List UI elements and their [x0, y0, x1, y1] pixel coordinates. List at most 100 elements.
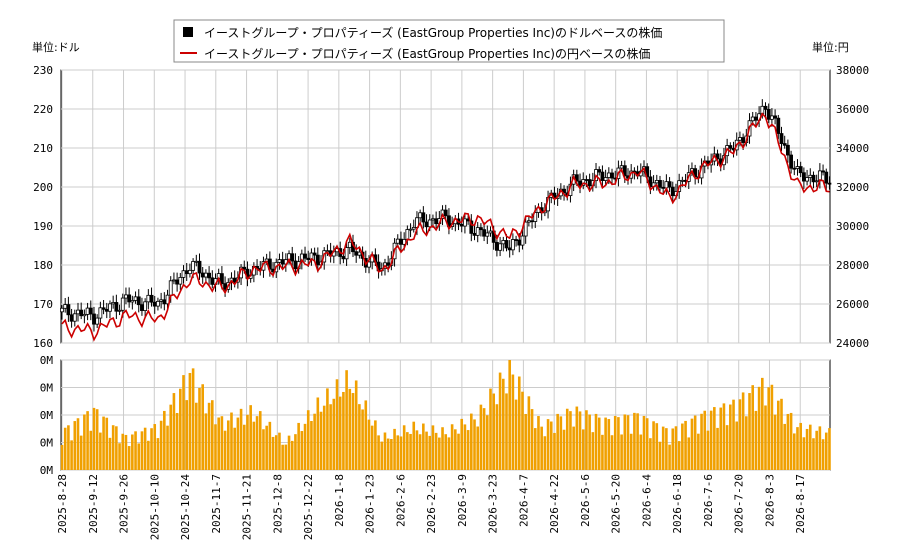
volume-bar	[812, 438, 815, 470]
candle-body	[661, 186, 666, 189]
candle-body	[443, 209, 448, 217]
candle-body	[754, 116, 758, 121]
x-tick-label: 2026-4-7	[517, 474, 530, 527]
candle-body	[770, 115, 774, 120]
volume-bar	[700, 413, 703, 470]
volume-bar	[406, 432, 409, 470]
left-tick-label: 190	[33, 220, 53, 233]
volume-bar	[761, 377, 764, 470]
volume-bar	[601, 434, 604, 470]
volume-bar	[668, 444, 671, 470]
volume-bar	[393, 428, 396, 470]
candle-body	[584, 179, 589, 181]
volume-bar	[255, 416, 259, 470]
volume-bar	[543, 436, 547, 470]
volume-bar	[76, 418, 80, 470]
x-tick-label: 2025-10-24	[179, 474, 192, 541]
volume-bar	[808, 424, 812, 470]
candle-body	[741, 137, 746, 144]
volume-bar	[242, 424, 246, 470]
volume-bar	[191, 368, 195, 470]
candle-body	[72, 313, 77, 322]
volume-bar	[188, 372, 192, 470]
volume-bar	[390, 439, 393, 470]
candle-body	[267, 258, 272, 270]
x-tick-label: 2026-8-17	[794, 474, 807, 534]
volume-panel: 0M 0M 0M 0M 0M	[40, 354, 831, 477]
candle-body	[658, 180, 662, 188]
volume-bar	[492, 393, 495, 470]
candle-body	[827, 182, 832, 185]
volume-bar	[127, 446, 131, 470]
volume-bar	[230, 412, 233, 470]
candle-body	[162, 299, 167, 305]
candle-body	[418, 212, 423, 219]
legend-jpy-label: イーストグループ・プロパティーズ (EastGroup Properties I…	[204, 46, 650, 61]
candle-body	[188, 269, 192, 275]
volume-bar	[422, 423, 425, 470]
candle-body	[175, 279, 180, 285]
right-tick-label: 26000	[836, 298, 869, 311]
volume-bar	[271, 436, 275, 470]
volume-bar	[60, 444, 64, 470]
volume-bar	[290, 440, 294, 470]
volume-bar	[460, 418, 464, 470]
volume-bar	[617, 417, 620, 470]
volume-bar	[581, 429, 585, 470]
candle-body	[181, 270, 186, 278]
candle-body	[600, 171, 605, 181]
volume-bar	[338, 396, 342, 470]
volume-bar	[265, 425, 268, 470]
volume-bar	[441, 427, 444, 470]
volume-bar	[217, 417, 220, 470]
volume-bar	[447, 437, 451, 470]
candle-body	[293, 260, 298, 270]
candle-body	[124, 294, 128, 299]
candle-body	[69, 314, 74, 322]
volume-bar	[105, 417, 109, 470]
candle-body	[789, 154, 793, 169]
volume-bar	[386, 438, 390, 470]
candle-body	[808, 174, 813, 178]
volume-bar	[556, 413, 559, 470]
volume-bar	[729, 404, 732, 470]
candle-body	[504, 240, 509, 249]
candle-body	[824, 171, 829, 184]
candle-body	[738, 137, 742, 141]
candle-body	[277, 259, 282, 263]
candle-body	[79, 309, 84, 317]
volume-bar	[575, 406, 579, 470]
volume-bar	[757, 386, 761, 470]
legend: イーストグループ・プロパティーズ (EastGroup Properties I…	[173, 19, 725, 63]
volume-bar	[377, 435, 380, 470]
volume-bar	[498, 372, 502, 470]
volume-bar	[201, 384, 205, 470]
x-tick-label: 2025-12-22	[302, 474, 315, 540]
candle-body	[197, 260, 202, 274]
candle-body	[472, 232, 477, 236]
right-tick-label: 28000	[836, 259, 869, 272]
candle-body	[207, 272, 211, 279]
candle-body	[111, 302, 116, 305]
volume-bar	[86, 411, 89, 470]
volume-bar	[172, 393, 176, 470]
volume-bar	[824, 432, 828, 470]
candle-body	[303, 253, 307, 259]
volume-bar	[818, 426, 822, 470]
volume-bar	[572, 426, 575, 470]
volume-bar	[684, 420, 687, 470]
volume-bar	[780, 398, 783, 470]
volume-bar	[367, 419, 371, 470]
volume-bar	[565, 408, 569, 470]
volume-bar	[223, 430, 227, 470]
volume-bar	[745, 416, 748, 470]
volume-bar	[789, 412, 793, 470]
volume-bar	[585, 410, 588, 470]
volume-bar	[633, 412, 636, 470]
volume-bar	[345, 370, 348, 470]
volume-tick-label: 0M	[40, 354, 54, 367]
volume-bar	[588, 414, 591, 470]
left-tick-label: 220	[33, 103, 53, 116]
candle-body	[427, 219, 432, 228]
